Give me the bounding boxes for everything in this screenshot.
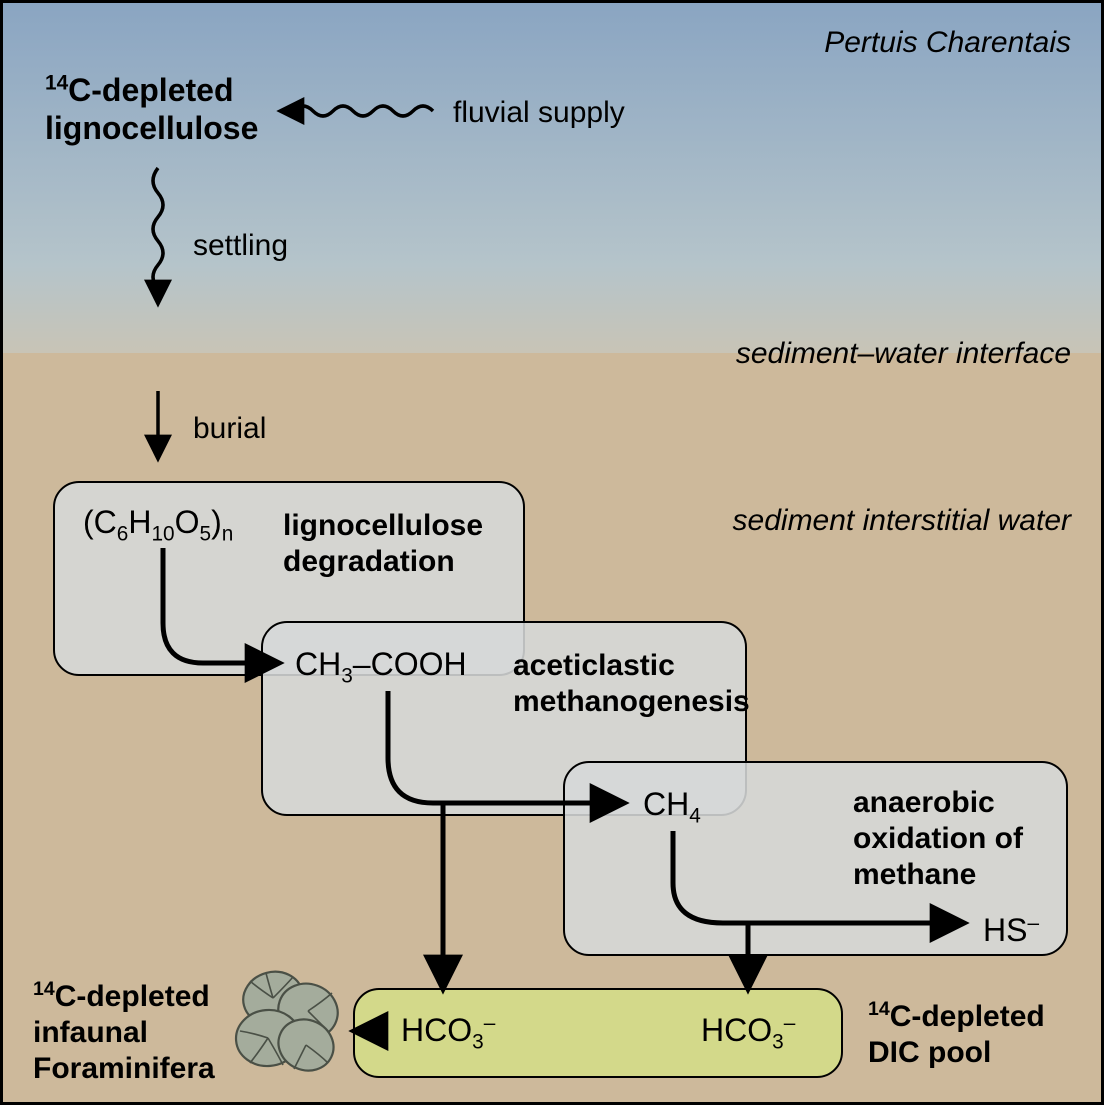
formula-cellulose: (C6H10O5)n: [83, 503, 233, 547]
formula-hco3-left: HCO3–: [401, 1011, 495, 1055]
foram-label: 14C-depleted infaunal Foraminifera: [33, 978, 215, 1087]
foram-icon: [228, 963, 348, 1078]
settling-label: settling: [193, 228, 288, 264]
formula-hs: HS–: [983, 911, 1039, 949]
zone-pertuis: Pertuis Charentais: [824, 25, 1071, 61]
zone-interstitial: sediment interstitial water: [733, 503, 1071, 539]
formula-ch4: CH4: [643, 785, 701, 829]
formula-acetic: CH3–COOH: [295, 645, 467, 689]
source-line2: lignocellulose: [45, 110, 258, 146]
zone-interface: sediment–water interface: [736, 336, 1071, 372]
box1-title: lignocellulosedegradation: [283, 508, 483, 580]
diagram-canvas: Pertuis Charentais sediment–water interf…: [0, 0, 1104, 1105]
formula-hco3-right: HCO3–: [701, 1011, 795, 1055]
box2-title: aceticlasticmethanogenesis: [513, 648, 750, 720]
burial-label: burial: [193, 411, 266, 447]
dic-label: 14C-depleted DIC pool: [868, 998, 1045, 1071]
fluvial-label: fluvial supply: [453, 95, 625, 131]
source-label: 14C-depleted lignocellulose: [45, 71, 258, 148]
source-line1: C-depleted: [68, 72, 233, 108]
box3-title: anaerobicoxidation ofmethane: [853, 785, 1023, 893]
sup-14: 14: [45, 71, 68, 94]
